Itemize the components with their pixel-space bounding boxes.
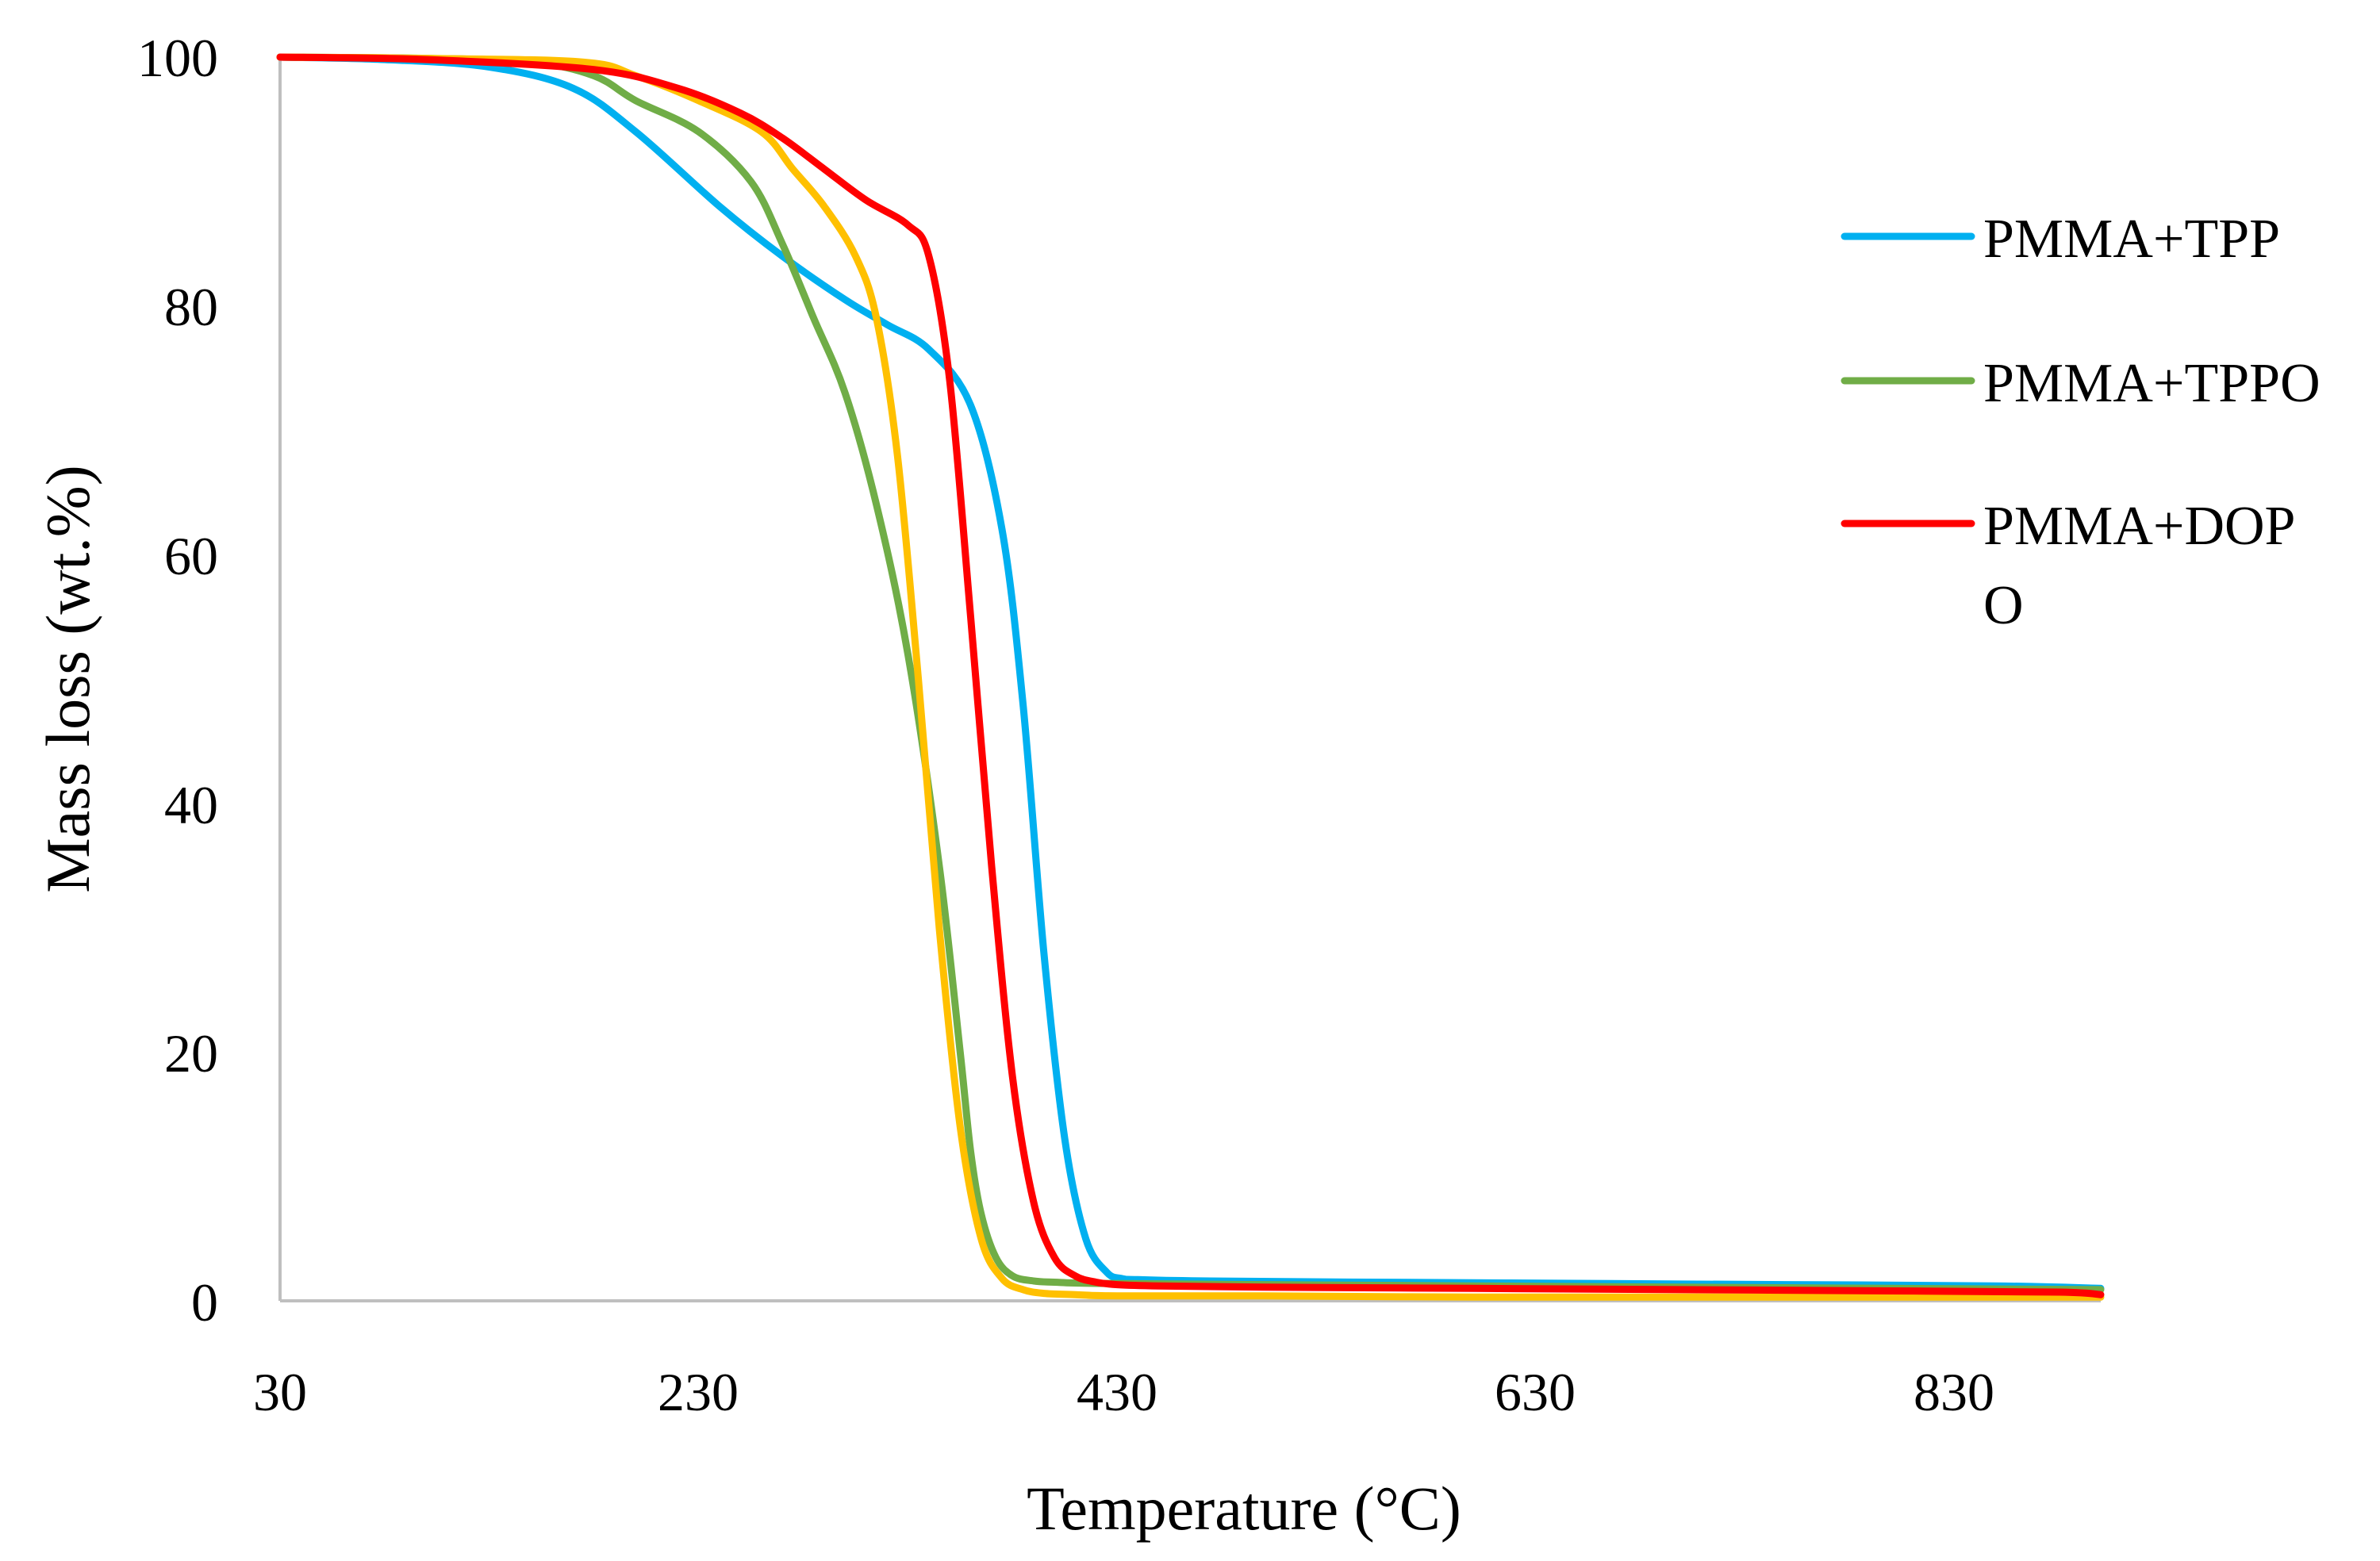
legend: PMMA+TPP PMMA+TPPO PMMA+DOP O <box>1841 209 2320 636</box>
y-tick-label-100: 100 <box>137 28 218 88</box>
x-tick-label-430: 430 <box>1077 1362 1157 1422</box>
x-tick-labels: 30 230 430 630 830 <box>253 1362 1994 1422</box>
y-tick-label-40: 40 <box>164 775 218 835</box>
x-tick-label-630: 630 <box>1495 1362 1576 1422</box>
legend-label-pmma-tppo: PMMA+TPPO <box>1983 353 2320 414</box>
x-tick-label-830: 830 <box>1914 1362 1994 1422</box>
y-tick-labels: 100 80 60 40 20 0 <box>137 28 218 1333</box>
legend-label-pmma-dopo-line1: PMMA+DOP <box>1983 496 2295 557</box>
y-tick-label-0: 0 <box>191 1272 218 1333</box>
x-axis-title: Temperature (°C) <box>1027 1474 1461 1543</box>
y-tick-label-80: 80 <box>164 277 218 337</box>
series-line-pmma-yellow <box>276 53 2105 1301</box>
series-line-pmma-tppo <box>276 53 2105 1294</box>
legend-label-pmma-dopo-line2: O <box>1983 575 2024 636</box>
series-line-pmma-dopo <box>276 53 2105 1298</box>
x-tick-label-30: 30 <box>253 1362 307 1422</box>
series-group <box>276 53 2105 1301</box>
y-tick-label-20: 20 <box>164 1023 218 1083</box>
y-axis-title: Mass loss (wt.%) <box>33 465 102 893</box>
legend-label-pmma-tpp: PMMA+TPP <box>1983 209 2280 270</box>
x-tick-label-230: 230 <box>658 1362 739 1422</box>
y-tick-label-60: 60 <box>164 526 218 586</box>
series-line-pmma-tpp <box>276 53 2105 1292</box>
